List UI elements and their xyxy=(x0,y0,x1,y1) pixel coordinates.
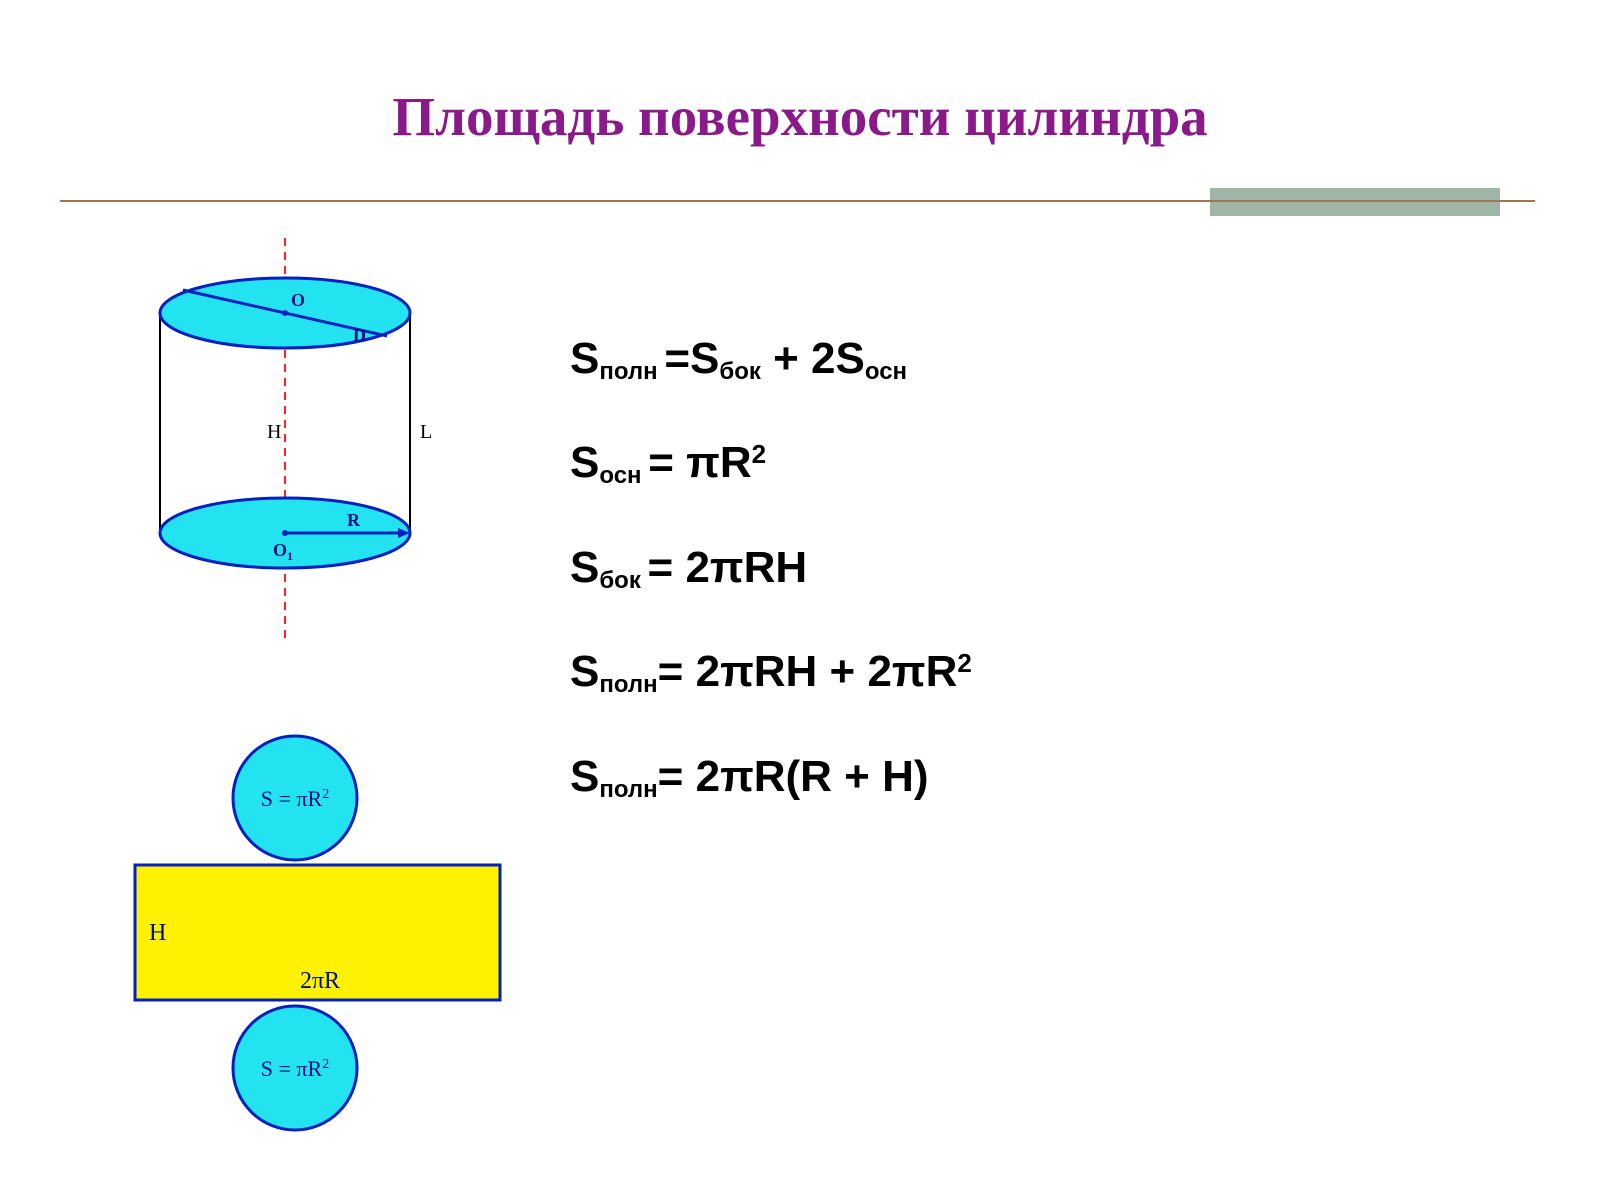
slide: Площадь поверхности цилиндра O D H L R O… xyxy=(0,0,1600,1200)
net-rect-H: H xyxy=(149,920,166,946)
slide-title: Площадь поверхности цилиндра xyxy=(0,85,1600,148)
formula-1: Sполн =Sбок + 2Sосн xyxy=(570,335,972,383)
formula-block: Sполн =Sбок + 2Sосн Sосн = πR2 Sбок = 2π… xyxy=(570,335,972,801)
formula-3: Sбок = 2πRH xyxy=(570,544,972,592)
net-top-circle-label: S = πR2 xyxy=(261,786,329,811)
label-O: O xyxy=(291,290,305,310)
title-underline xyxy=(60,200,1535,202)
cylinder-net-diagram: S = πR2 H 2πR S = πR2 xyxy=(115,710,535,1170)
title-accent-block xyxy=(1210,188,1500,216)
net-rect-width: 2πR xyxy=(300,968,340,994)
cylinder-diagram: O D H L R O1 xyxy=(115,238,455,638)
label-H: H xyxy=(267,421,281,443)
label-R: R xyxy=(347,510,361,530)
net-bottom-circle-label: S = πR2 xyxy=(261,1056,329,1081)
formula-4: Sполн= 2πRH + 2πR2 xyxy=(570,648,972,696)
label-D: D xyxy=(353,325,366,345)
label-L: L xyxy=(420,421,432,443)
formula-2: Sосн = πR2 xyxy=(570,439,972,487)
formula-5: Sполн= 2πR(R + H) xyxy=(570,753,972,801)
